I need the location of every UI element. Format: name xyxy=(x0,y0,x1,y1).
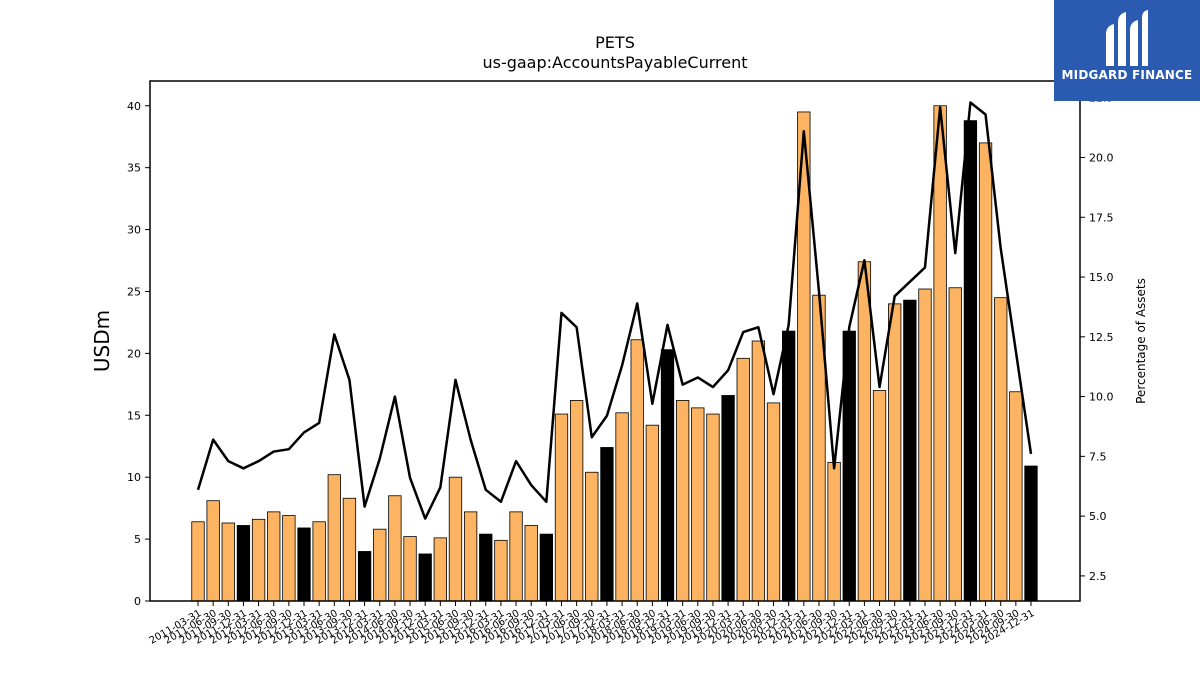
bar-2017-03-31 xyxy=(554,413,569,602)
bar-2023-03-31 xyxy=(918,288,932,602)
bar-2017-12-31 xyxy=(600,447,614,602)
y-tick-label: 40 xyxy=(127,100,141,113)
bar-2019-03-31 xyxy=(676,400,690,602)
bar-2024-03-31 xyxy=(978,142,993,602)
bar-2022-03-31 xyxy=(857,261,872,602)
bar-2013-03-31 xyxy=(312,521,326,602)
bar-2023-12-31 xyxy=(963,120,978,602)
bar-2024-06-30 xyxy=(994,297,1008,602)
bar-2012-12-31 xyxy=(297,527,311,602)
y2-tick-label: 10.0 xyxy=(1089,391,1114,404)
bar-2023-06-30 xyxy=(933,105,947,602)
bar-2011-06-30 xyxy=(206,500,220,602)
y2-tick-label: 15.0 xyxy=(1089,271,1114,284)
bar-2011-12-31 xyxy=(236,525,251,602)
y2-tick-label: 20.0 xyxy=(1089,152,1114,165)
bar-2020-03-31 xyxy=(736,357,750,602)
bar-2014-09-30 xyxy=(403,536,417,602)
bar-2012-06-30 xyxy=(267,511,281,602)
bar-2022-09-30 xyxy=(888,303,902,602)
bar-2014-12-31 xyxy=(418,553,432,602)
y-tick-label: 35 xyxy=(127,162,141,175)
logo-text: MIDGARD FINANCE xyxy=(1061,68,1193,82)
bar-2017-06-30 xyxy=(569,400,584,602)
bar-2011-09-30 xyxy=(221,522,235,602)
bar-2020-12-31 xyxy=(782,330,796,602)
y-tick-label: 20 xyxy=(127,347,141,360)
bar-2023-09-30 xyxy=(948,287,962,602)
bar-2019-06-30 xyxy=(691,407,705,602)
y-tick-label: 5 xyxy=(134,533,141,546)
y-tick-label: 0 xyxy=(134,595,141,608)
bar-2019-12-31 xyxy=(721,395,735,602)
bar-2013-09-30 xyxy=(342,497,357,602)
bar-2018-12-31 xyxy=(660,349,675,602)
y2-tick-label: 17.5 xyxy=(1089,211,1114,224)
bar-2016-09-30 xyxy=(524,525,538,602)
pct-of-assets-line xyxy=(196,101,1033,520)
bar-2013-06-30 xyxy=(327,474,341,602)
bar-2020-09-30 xyxy=(766,402,781,602)
x-axis: 2011-03-312011-06-302011-09-302011-12-31… xyxy=(148,601,1037,647)
chart-title: PETS xyxy=(595,33,635,52)
bar-2022-06-30 xyxy=(872,390,887,602)
logo: MIDGARD FINANCE xyxy=(1054,0,1200,101)
bar-2018-03-31 xyxy=(615,412,629,602)
bar-2013-12-31 xyxy=(357,551,372,602)
y2-tick-label: 12.5 xyxy=(1089,331,1114,344)
y2-tick-label: 7.5 xyxy=(1089,450,1107,463)
y-tick-label: 30 xyxy=(127,224,141,237)
bar-2024-12-31 xyxy=(1024,465,1038,602)
bar-2015-03-31 xyxy=(433,537,447,602)
midgard-logo-icon xyxy=(1106,10,1148,66)
bar-2020-06-30 xyxy=(751,340,766,602)
bar-2018-06-30 xyxy=(630,339,644,602)
bar-2014-06-30 xyxy=(388,495,402,602)
y-tick-label: 25 xyxy=(127,285,141,298)
chart-subtitle: us-gaap:AccountsPayableCurrent xyxy=(482,53,747,72)
bar-2012-09-30 xyxy=(282,515,296,602)
y-tick-label: 10 xyxy=(127,471,141,484)
bar-2015-12-31 xyxy=(479,533,493,602)
y-axis-left: 0 5 10 15 20 25 30 35 40 xyxy=(127,100,150,608)
bar-2015-06-30 xyxy=(448,476,463,602)
bar-2018-09-30 xyxy=(645,424,660,602)
y-axis-label: USDm xyxy=(90,310,114,372)
bar-2016-12-31 xyxy=(539,533,553,602)
plot-frame xyxy=(149,80,1081,602)
y2-tick-label: 2.5 xyxy=(1089,570,1107,583)
bar-2021-09-30 xyxy=(827,461,841,602)
bar-2017-09-30 xyxy=(585,471,599,602)
bar-2019-09-30 xyxy=(706,413,720,602)
y-axis-right: 2.55.07.510.012.515.017.520.022.5 xyxy=(1080,92,1114,583)
y-tick-label: 15 xyxy=(127,409,141,422)
bar-2011-03-31 xyxy=(191,521,205,602)
bar-series xyxy=(191,105,1038,602)
bar-2024-09-30 xyxy=(1009,391,1023,602)
bar-2016-03-31 xyxy=(494,539,508,602)
y2-tick-label: 5.0 xyxy=(1089,510,1107,523)
bar-2022-12-31 xyxy=(903,299,917,602)
bar-2012-03-31 xyxy=(251,518,266,602)
y2-axis-label: Percentage of Assets xyxy=(1134,278,1148,404)
bar-2014-03-31 xyxy=(373,528,387,602)
bar-2015-09-30 xyxy=(463,511,478,602)
bar-2016-06-30 xyxy=(509,511,523,602)
